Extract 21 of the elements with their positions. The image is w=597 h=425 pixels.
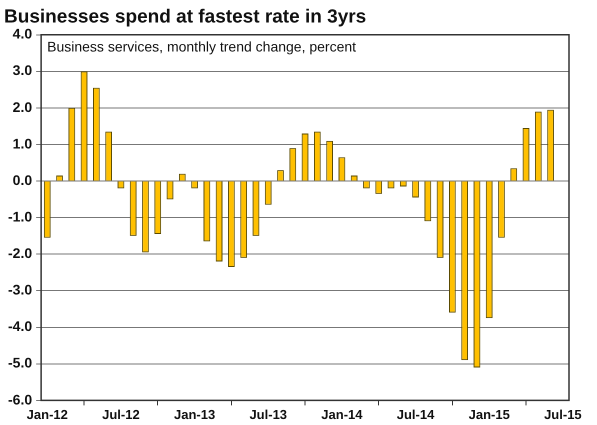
x-tick-label: Jul-12 bbox=[102, 406, 140, 422]
y-tick-label: 4.0 bbox=[12, 26, 32, 42]
x-tick-label: Jul-15 bbox=[544, 406, 582, 422]
y-tick-label: -5.0 bbox=[8, 354, 32, 371]
x-tick-label: Jul-14 bbox=[396, 406, 436, 422]
y-tick-label: -3.0 bbox=[8, 282, 32, 298]
y-tick-label: 0.0 bbox=[12, 172, 32, 188]
y-tick-label: -2.0 bbox=[8, 245, 32, 262]
x-tick-label: Jan-15 bbox=[468, 406, 510, 422]
y-tick-label: 1.0 bbox=[12, 135, 32, 152]
x-tick-label: Jan-14 bbox=[321, 406, 364, 422]
chart-subtitle: Business services, monthly trend change, percent bbox=[47, 38, 356, 55]
x-tick-label: Jul-13 bbox=[249, 406, 288, 422]
y-tick-label: 3.0 bbox=[12, 62, 32, 78]
y-tick-label: 2.0 bbox=[12, 98, 32, 115]
x-tick-label: Jan-13 bbox=[174, 406, 216, 422]
chart-title: Businesses spend at fastest rate in 3yrs bbox=[4, 6, 366, 28]
x-tick-label: Jan-12 bbox=[26, 406, 68, 422]
y-tick-label: -6.0 bbox=[8, 391, 32, 408]
y-tick-label: -1.0 bbox=[8, 208, 32, 224]
y-tick-label: -4.0 bbox=[8, 318, 32, 334]
